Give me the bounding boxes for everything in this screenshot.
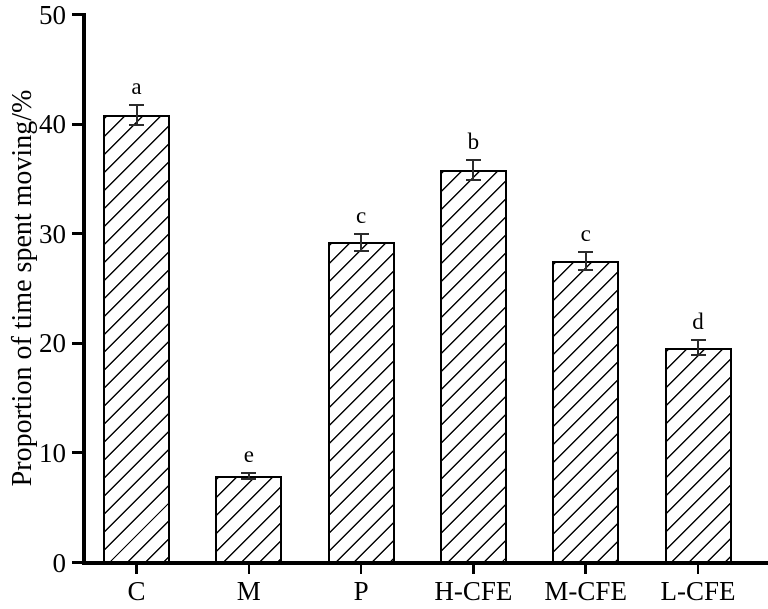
y-tick-label-20: 20 (39, 328, 66, 359)
sig-letter-H-CFE: b (467, 129, 480, 155)
sig-letter-L-CFE: d (692, 309, 704, 334)
y-tick-label-30: 30 (39, 218, 66, 249)
error-bar-M (247, 472, 250, 480)
y-tick-40 (71, 122, 82, 126)
x-tick-P (359, 564, 363, 574)
y-tick-label-0: 0 (52, 547, 67, 578)
bar-M-CFE (552, 261, 620, 564)
y-tick-label-40: 40 (39, 109, 66, 140)
error-cap-bottom-M (241, 478, 257, 481)
error-bar-C (135, 105, 138, 126)
sig-letter-P: c (355, 202, 367, 228)
y-tick-20 (71, 341, 82, 345)
x-tick-L-CFE (696, 564, 700, 574)
x-tick-H-CFE (472, 564, 475, 574)
error-cap-top-H-CFE (465, 159, 481, 162)
x-tick-label-C: C (127, 576, 146, 606)
y-tick-0 (71, 561, 82, 564)
error-cap-top-L-CFE (690, 339, 706, 341)
y-axis-title: Proportion of time spent moving/% (7, 89, 38, 487)
x-tick-label-M-CFE: M-CFE (544, 576, 627, 606)
error-bar-L-CFE (697, 340, 699, 356)
error-bar-M-CFE (584, 252, 587, 270)
y-tick-30 (71, 232, 82, 236)
sig-letter-C: a (131, 74, 142, 100)
x-tick-label-L-CFE: L-CFE (660, 576, 736, 606)
sig-letter-M: e (243, 441, 254, 467)
y-tick-label-50: 50 (39, 0, 66, 30)
error-cap-bottom-L-CFE (690, 354, 706, 357)
error-cap-top-P (353, 232, 369, 235)
x-axis-line (82, 561, 768, 565)
y-tick-label-10: 10 (39, 437, 66, 468)
bar-M (215, 475, 283, 564)
y-axis-line (82, 13, 86, 565)
x-tick-label-P: P (353, 576, 369, 606)
bar-C (103, 115, 170, 564)
bar-L-CFE (664, 347, 732, 564)
error-bar-H-CFE (472, 160, 475, 180)
error-cap-bottom-M-CFE (578, 268, 594, 271)
x-tick-label-M: M (236, 576, 261, 606)
error-cap-bottom-C (129, 124, 144, 127)
error-cap-bottom-H-CFE (465, 178, 481, 181)
bar-P (327, 242, 395, 564)
x-tick-C (135, 564, 138, 574)
bar-H-CFE (439, 170, 507, 564)
error-cap-top-M (241, 471, 257, 474)
y-tick-10 (71, 451, 82, 455)
sig-letter-M-CFE: c (580, 221, 591, 247)
error-cap-top-M-CFE (578, 251, 594, 254)
error-bar-P (360, 233, 363, 252)
x-tick-M (247, 564, 251, 574)
x-tick-M-CFE (584, 564, 587, 574)
error-cap-bottom-P (353, 250, 369, 253)
y-tick-50 (71, 13, 82, 16)
error-cap-top-C (129, 104, 144, 107)
x-tick-label-H-CFE: H-CFE (434, 576, 513, 606)
